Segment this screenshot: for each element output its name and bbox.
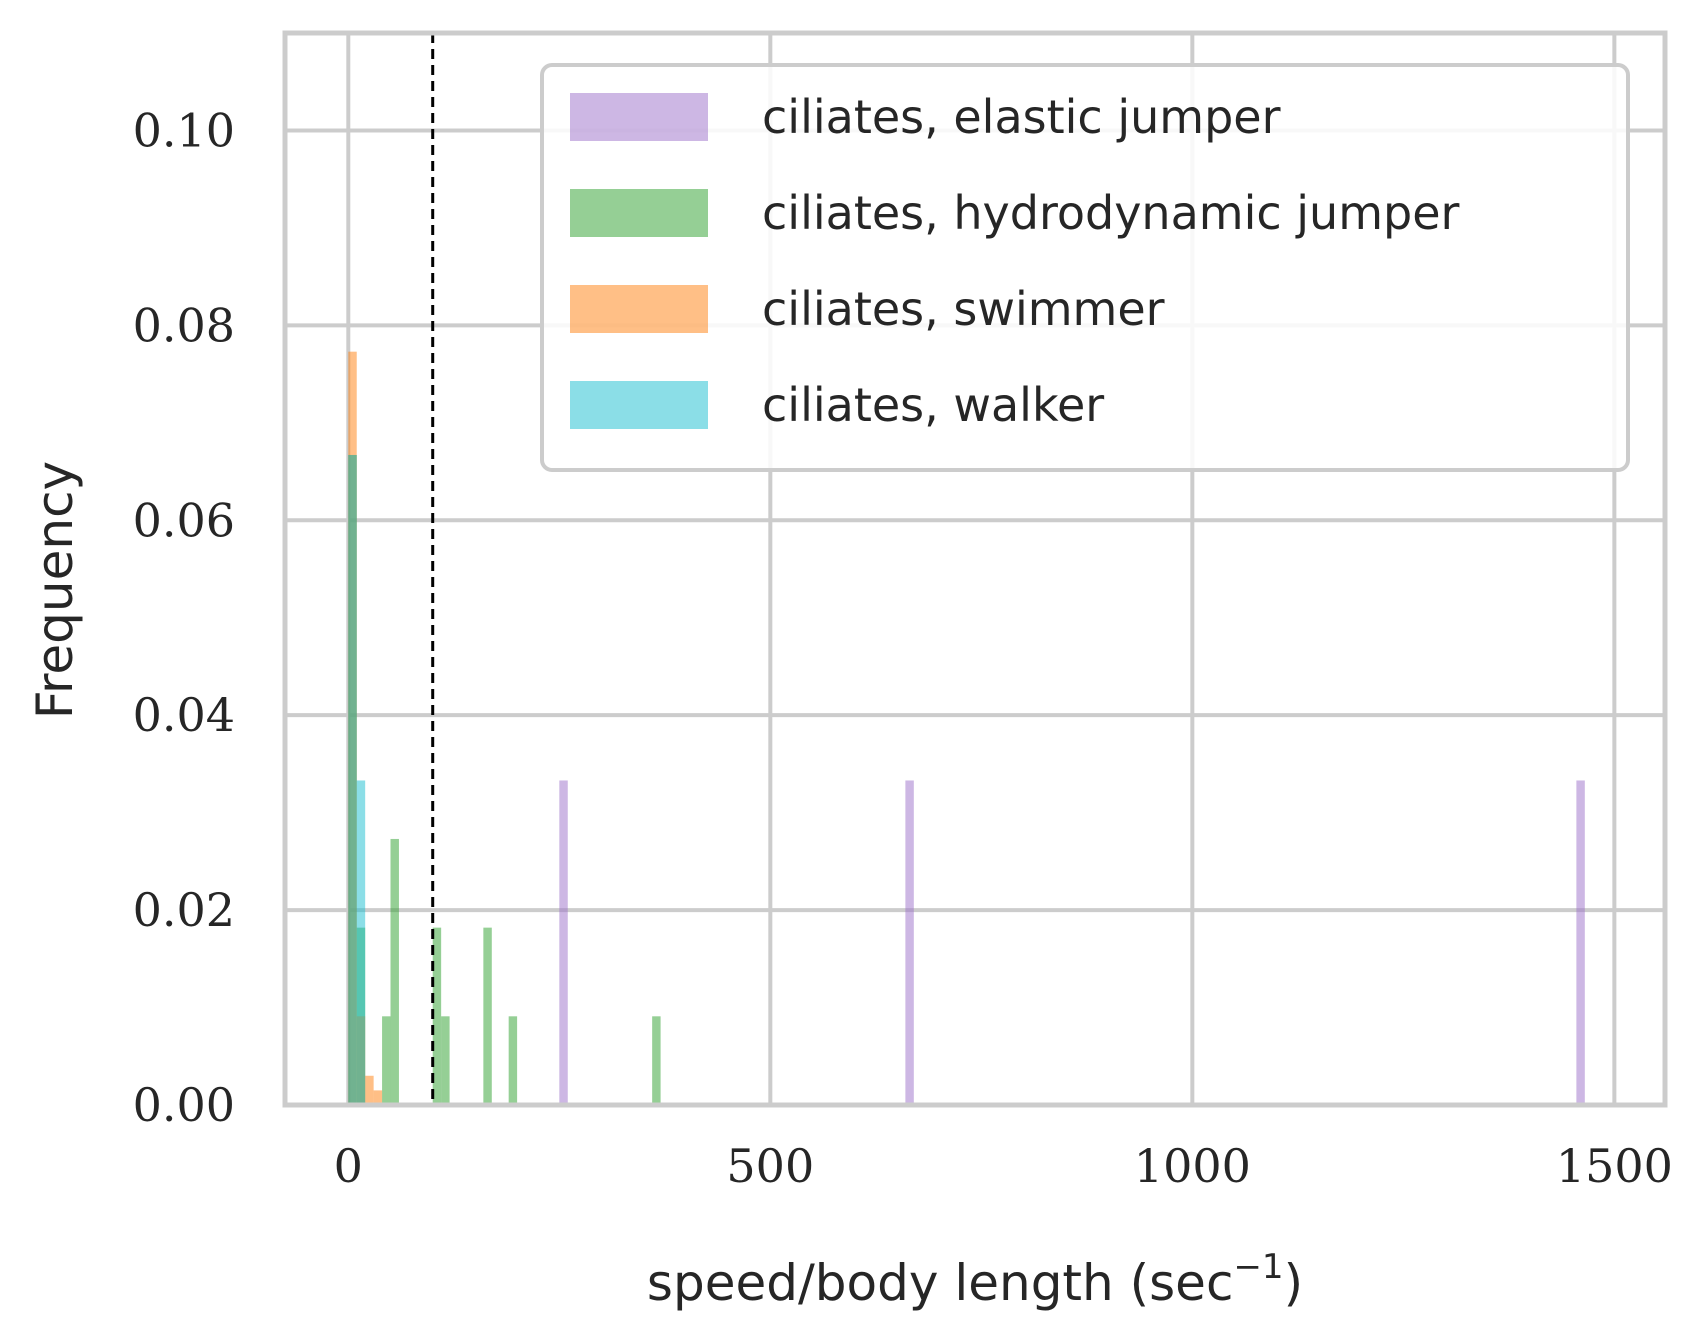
histogram-bar (348, 454, 357, 1106)
histogram-bars (348, 351, 1585, 1106)
histogram-bar (382, 1016, 391, 1105)
legend-label: ciliates, hydrodynamic jumper (762, 186, 1460, 240)
y-tick-label: 0.00 (133, 1078, 235, 1132)
y-tick-label: 0.04 (133, 688, 235, 742)
legend-swatch (570, 93, 708, 141)
histogram-bar (365, 1075, 374, 1105)
legend-label: ciliates, walker (762, 378, 1104, 432)
y-axis-title: Frequency (26, 461, 84, 719)
histogram-bar (559, 780, 568, 1105)
plot-frame (282, 30, 1668, 1108)
legend-label: ciliates, elastic jumper (762, 90, 1281, 144)
x-tick-label: 1500 (1556, 1139, 1673, 1193)
histogram-bar (356, 780, 366, 1105)
y-tick-label: 0.10 (133, 103, 235, 157)
x-tick-label: 0 (334, 1139, 363, 1193)
histogram-bar (1576, 780, 1585, 1105)
legend-label: ciliates, swimmer (762, 282, 1165, 336)
histogram-bar (373, 1090, 383, 1105)
y-tick-label: 0.02 (133, 883, 235, 937)
x-axis-title: speed/body length (sec−1) (647, 1247, 1303, 1312)
series-3 (348, 454, 366, 1106)
y-tick-label: 0.06 (133, 493, 235, 547)
legend-box (540, 63, 1630, 472)
histogram-bar (652, 1016, 661, 1105)
series-1 (348, 454, 661, 1106)
histogram-bar (483, 927, 492, 1105)
x-tick-label: 500 (726, 1139, 814, 1193)
legend-swatch (570, 381, 708, 429)
legend-swatch (570, 285, 708, 333)
legend: ciliates, elastic jumper ciliates, hydrod… (540, 63, 1630, 472)
histogram-bar (390, 838, 399, 1105)
histogram-bar (508, 1016, 518, 1105)
x-axis-title-close: ) (1284, 1254, 1304, 1312)
y-tick-label: 0.08 (133, 298, 235, 352)
x-axis-title-main: speed/body length (sec (647, 1254, 1234, 1312)
series-0 (559, 780, 1585, 1105)
x-axis-title-exponent: −1 (1233, 1247, 1283, 1287)
histogram-bar (432, 927, 442, 1105)
x-tick-labels: 0 500 1000 1500 (334, 1139, 1673, 1193)
histogram-bar (441, 1016, 450, 1105)
x-tick-label: 1000 (1134, 1139, 1251, 1193)
histogram-bar (905, 780, 914, 1105)
legend-swatch (570, 189, 708, 237)
y-tick-labels: 0.00 0.02 0.04 0.06 0.08 0.10 (133, 103, 235, 1132)
